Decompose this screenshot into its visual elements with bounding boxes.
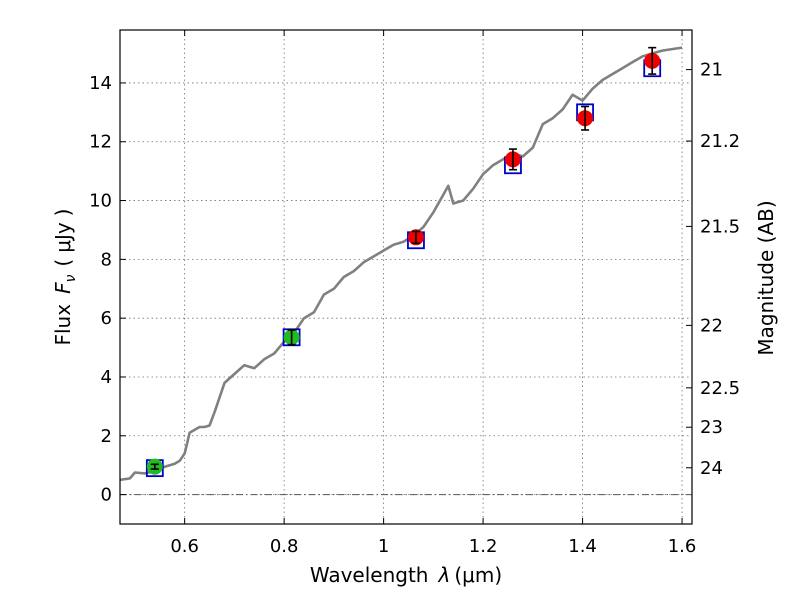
x-tick-label: 1.4 xyxy=(568,536,597,557)
x-tick-label: 0.6 xyxy=(170,536,199,557)
mag-tick-label: 23 xyxy=(700,417,723,438)
y-axis-label-unit: μJy xyxy=(51,222,75,253)
x-tick-label: 1 xyxy=(378,536,389,557)
x-axis-label-symbol: λ xyxy=(438,563,451,587)
mag-tick-label: 21 xyxy=(700,60,723,81)
y-axis-label-symbol: F xyxy=(51,282,75,294)
plot-frame xyxy=(119,29,693,525)
mag-tick-label: 24 xyxy=(700,458,723,479)
y-tick-label: 8 xyxy=(101,249,112,270)
mag-tick-label: 22 xyxy=(700,315,723,336)
y2-axis-label: Magnitude (AB) xyxy=(754,200,778,355)
y-tick-label: 0 xyxy=(101,485,112,506)
tick-layer xyxy=(120,30,692,524)
mag-tick-label: 21.2 xyxy=(700,131,740,152)
model-spectrum-layer xyxy=(119,46,683,482)
y-axis-label-open-paren: ( xyxy=(51,259,75,267)
photometry-point-layer xyxy=(146,46,661,475)
x-tick-label: 1.2 xyxy=(469,536,498,557)
y-tick-label: 12 xyxy=(89,132,112,153)
y-tick-label: 4 xyxy=(101,367,112,388)
y-axis-label-close-paren: ) xyxy=(51,208,75,216)
mag-tick-label: 21.5 xyxy=(700,216,740,237)
x-tick-label: 1.6 xyxy=(668,536,697,557)
tick-label-layer: 0.6 0.8 1 1.2 1.4 1.6024681012142121.221.5222… xyxy=(89,60,740,557)
x-axis-label: Wavelength λ (μm) xyxy=(310,563,502,587)
y-axis-label: Flux Fν ( μJy) xyxy=(51,208,79,345)
y-axis-label-subscript: ν xyxy=(63,274,79,282)
x-tick-label: 0.8 xyxy=(270,536,299,557)
mag-tick-label: 22.5 xyxy=(700,378,740,399)
y-tick-label: 6 xyxy=(101,308,112,329)
y-tick-label: 14 xyxy=(89,73,112,94)
model-spectrum-line xyxy=(119,46,683,482)
x-axis-label-unit: (μm) xyxy=(454,563,502,587)
y-tick-label: 2 xyxy=(101,426,112,447)
y-axis-label-text: Flux xyxy=(51,304,75,346)
y-tick-label: 10 xyxy=(89,191,112,212)
x-axis-label-text: Wavelength xyxy=(310,563,429,587)
